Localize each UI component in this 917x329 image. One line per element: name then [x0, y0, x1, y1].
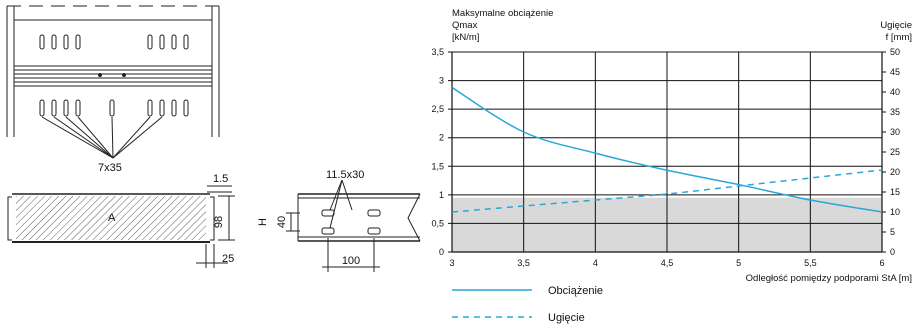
- x-tick-label: 6: [879, 258, 884, 268]
- y-right-tick-label: 50: [890, 47, 900, 57]
- flange-width-label: 25: [222, 253, 234, 265]
- series-line-deflection: [451, 169, 883, 213]
- y-right-tick-label: 5: [890, 227, 895, 237]
- chart-series: [451, 86, 883, 213]
- y-right-tick-label: 10: [890, 207, 900, 217]
- hole-spacing-vertical-label: 40: [276, 216, 288, 228]
- hole-spacing-horizontal-label: 100: [342, 255, 360, 267]
- x-tick-label: 3: [449, 258, 454, 268]
- y-left-tick-label: 2,5: [431, 104, 444, 114]
- y-right-tick-label: 45: [890, 67, 900, 77]
- y-left-tick-label: 0,5: [431, 218, 444, 228]
- x-tick-label: 4: [593, 258, 598, 268]
- x-tick-label: 5,5: [804, 258, 817, 268]
- y-right-tick-label: 0: [890, 247, 895, 257]
- y-right-tick-label: 40: [890, 87, 900, 97]
- cross-section-drawing: [7, 185, 235, 268]
- series-line-load: [451, 86, 883, 213]
- y-right-axis-label-line2: f [mm]: [886, 32, 912, 43]
- legend-label-load: Obciążenie: [548, 285, 603, 297]
- y-left-axis-label: [kN/m]: [452, 32, 479, 43]
- chart-axes: 3 3,5 4 4,5 5 5,5 600,511,522,533,505101520253…: [431, 47, 900, 268]
- x-axis-label: Odległość pomiędzy podporami StA [m]: [746, 273, 912, 284]
- y-left-tick-label: 1,5: [431, 161, 444, 171]
- x-tick-label: 3,5: [517, 258, 530, 268]
- section-marker: A: [108, 212, 116, 224]
- y-right-tick-label: 30: [890, 127, 900, 137]
- chart-title-line2: Qmax: [452, 20, 478, 31]
- x-tick-label: 4,5: [661, 258, 674, 268]
- side-view-drawing: [286, 179, 421, 272]
- y-left-tick-label: 3,5: [431, 47, 444, 57]
- load-deflection-chart: 3 3,5 4 4,5 5 5,5 600,511,522,533,505101520253…: [431, 47, 900, 268]
- y-left-tick-label: 1: [439, 190, 444, 200]
- y-right-tick-label: 25: [890, 147, 900, 157]
- section-height-label: 98: [213, 216, 225, 228]
- y-right-tick-label: 20: [890, 167, 900, 177]
- chart-legend: Obciążenie Ugięcie: [452, 285, 603, 324]
- y-right-tick-label: 15: [890, 187, 900, 197]
- chart-title-line1: Maksymalne obciążenie: [452, 8, 553, 19]
- y-right-axis-label-line1: Ugięcie: [880, 20, 912, 31]
- y-left-tick-label: 2: [439, 133, 444, 143]
- y-right-tick-label: 35: [890, 107, 900, 117]
- wall-thickness-label: 1.5: [213, 173, 228, 185]
- legend-label-deflection: Ugięcie: [548, 312, 585, 324]
- top-view-drawing: [6, 5, 220, 159]
- holes-label: 7x35: [98, 162, 122, 174]
- x-tick-label: 5: [736, 258, 741, 268]
- side-marker-label: H: [257, 218, 269, 226]
- y-left-tick-label: 0: [439, 247, 444, 257]
- hole-size-label: 11.5x30: [326, 169, 364, 181]
- y-left-tick-label: 3: [439, 76, 444, 86]
